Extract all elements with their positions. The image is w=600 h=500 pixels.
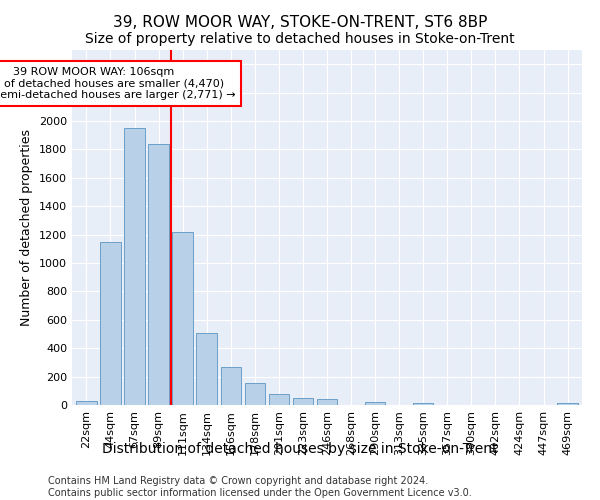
Text: 39 ROW MOOR WAY: 106sqm
← 61% of detached houses are smaller (4,470)
38% of semi: 39 ROW MOOR WAY: 106sqm ← 61% of detache… <box>0 67 235 100</box>
Bar <box>124 128 145 405</box>
Bar <box>245 383 265 405</box>
Bar <box>148 144 169 405</box>
Y-axis label: Number of detached properties: Number of detached properties <box>20 129 34 326</box>
Bar <box>293 398 313 405</box>
Bar <box>221 368 241 405</box>
Bar <box>413 403 433 405</box>
Bar <box>172 232 193 405</box>
Bar <box>100 242 121 405</box>
Bar <box>269 394 289 405</box>
Bar <box>365 402 385 405</box>
Text: 39, ROW MOOR WAY, STOKE-ON-TRENT, ST6 8BP: 39, ROW MOOR WAY, STOKE-ON-TRENT, ST6 8B… <box>113 15 487 30</box>
Text: Contains HM Land Registry data © Crown copyright and database right 2024.
Contai: Contains HM Land Registry data © Crown c… <box>48 476 472 498</box>
Text: Size of property relative to detached houses in Stoke-on-Trent: Size of property relative to detached ho… <box>85 32 515 46</box>
Bar <box>557 403 578 405</box>
Bar <box>196 332 217 405</box>
Bar <box>317 398 337 405</box>
Bar <box>76 400 97 405</box>
Text: Distribution of detached houses by size in Stoke-on-Trent: Distribution of detached houses by size … <box>102 442 498 456</box>
